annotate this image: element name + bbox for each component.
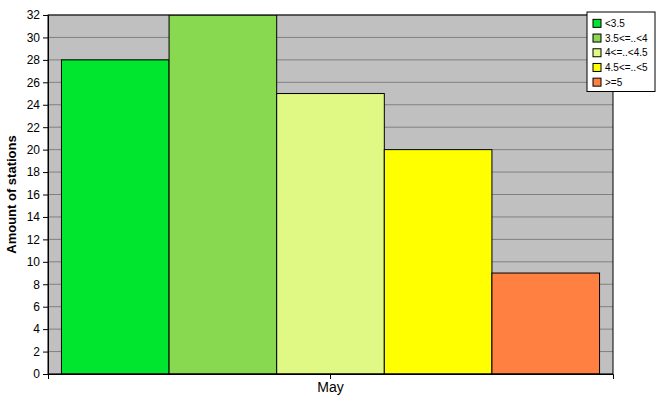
tick-label: 6 xyxy=(33,300,40,314)
tick-mark xyxy=(43,329,48,330)
tick-label: 16 xyxy=(27,188,41,202)
tick: 16 xyxy=(27,188,48,202)
tick-label: 24 xyxy=(27,98,41,112)
bars xyxy=(61,15,599,374)
legend-label: 4<=..<4.5 xyxy=(605,47,648,58)
y-axis-title: Amount of stations xyxy=(4,135,19,253)
legend-swatch xyxy=(593,19,601,27)
legend-label: 3.5<=..<4 xyxy=(605,33,648,44)
tick: 2 xyxy=(33,345,48,359)
chart: 02468101214161820222426283032MayAmount o… xyxy=(0,0,667,415)
tick-mark xyxy=(43,60,48,61)
legend-swatch xyxy=(593,49,601,57)
tick: 18 xyxy=(27,165,48,179)
tick-label: 2 xyxy=(33,345,40,359)
y-axis: 02468101214161820222426283032 xyxy=(27,8,49,381)
bar xyxy=(169,15,277,374)
tick-mark xyxy=(43,307,48,308)
tick-mark xyxy=(43,352,48,353)
grid xyxy=(48,15,613,374)
tick-mark xyxy=(43,37,48,38)
tick-label: 26 xyxy=(27,76,41,90)
tick: 6 xyxy=(33,300,48,314)
tick-label: 12 xyxy=(27,233,41,247)
tick: 0 xyxy=(33,367,48,381)
tick-mark xyxy=(43,262,48,263)
legend: <3.5 3.5<=..<4 4<=..<4.5 4.5<=..<5 >=5 xyxy=(587,12,655,92)
plot-frame xyxy=(48,15,613,374)
tick-mark xyxy=(43,150,48,151)
tick-label: 10 xyxy=(27,255,41,269)
tick: 20 xyxy=(27,143,48,157)
axis-line xyxy=(43,16,49,375)
legend-label: >=5 xyxy=(605,77,623,88)
tick: 12 xyxy=(27,233,48,247)
tick: 28 xyxy=(27,53,48,67)
tick-label: 4 xyxy=(33,322,40,336)
tick-label: 8 xyxy=(33,278,40,292)
tick-label: 30 xyxy=(27,31,41,45)
grid-line xyxy=(48,37,613,38)
tick-mark xyxy=(43,284,48,285)
tick-label: 0 xyxy=(33,367,40,381)
tick: 14 xyxy=(27,210,48,224)
x-axis: May xyxy=(49,374,614,395)
tick-mark xyxy=(43,82,48,83)
bar xyxy=(277,94,385,374)
legend-swatch xyxy=(593,63,601,71)
legend-box xyxy=(587,12,655,92)
tick-label: May xyxy=(317,379,343,395)
tick-label: 14 xyxy=(27,210,41,224)
tick-label: 32 xyxy=(27,8,41,22)
tick-mark xyxy=(43,217,48,218)
legend-label: 4.5<=..<5 xyxy=(605,62,648,73)
bar xyxy=(384,150,492,374)
tick-label: 28 xyxy=(27,53,41,67)
tick: 32 xyxy=(27,8,48,22)
tick: 30 xyxy=(27,31,48,45)
tick-mark xyxy=(43,239,48,240)
bar xyxy=(492,273,600,374)
legend-swatch xyxy=(593,34,601,42)
tick-mark xyxy=(43,195,48,196)
tick-label: 18 xyxy=(27,165,41,179)
legend-label: <3.5 xyxy=(605,18,625,29)
tick-mark xyxy=(43,105,48,106)
tick-label: 20 xyxy=(27,143,41,157)
tick: May xyxy=(317,374,343,395)
tick: 26 xyxy=(27,76,48,90)
tick: 4 xyxy=(33,322,48,336)
tick-mark xyxy=(43,127,48,128)
tick: 24 xyxy=(27,98,48,112)
tick: 10 xyxy=(27,255,48,269)
legend-swatch xyxy=(593,78,601,86)
tick-mark xyxy=(43,15,48,16)
bar xyxy=(61,60,169,374)
tick-mark xyxy=(43,374,48,375)
tick-label: 22 xyxy=(27,121,41,135)
tick: 22 xyxy=(27,121,48,135)
plot-background xyxy=(48,15,613,374)
tick-mark xyxy=(43,172,48,173)
tick: 8 xyxy=(33,278,48,292)
